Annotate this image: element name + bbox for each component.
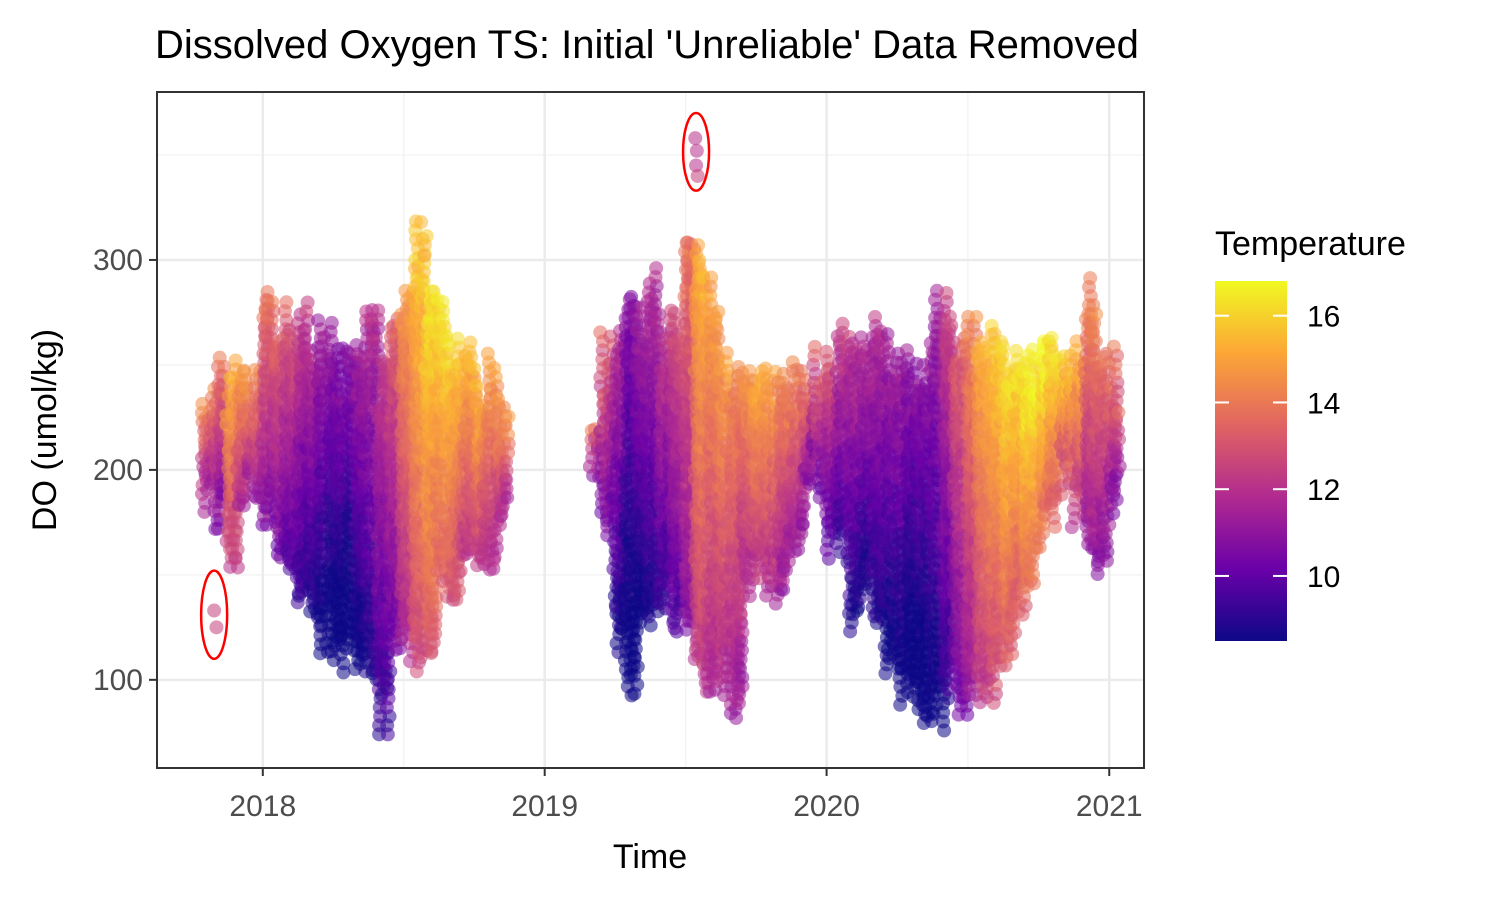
data-point [279,295,294,310]
data-point [487,361,502,376]
data-point [311,313,326,328]
data-point [692,253,707,268]
data-point [463,335,478,350]
data-point [228,353,243,368]
plot-panel [156,91,1145,769]
data-point [435,295,450,310]
data-point [300,295,315,310]
data-point [217,359,232,374]
data-point [237,363,252,378]
data-point [450,331,465,346]
data-point [691,238,706,253]
data-point [468,378,483,393]
data-point [265,295,280,310]
data-point [480,346,495,361]
data-point [704,270,719,285]
data-point [467,361,482,376]
data-point [649,261,664,276]
data-points [195,131,1127,742]
data-point [719,345,734,360]
data-point [711,304,726,319]
data-point [324,315,339,330]
chart-title: Dissolved Oxygen TS: Initial 'Unreliable… [155,23,1139,67]
data-point [501,409,516,424]
data-point [371,303,386,318]
